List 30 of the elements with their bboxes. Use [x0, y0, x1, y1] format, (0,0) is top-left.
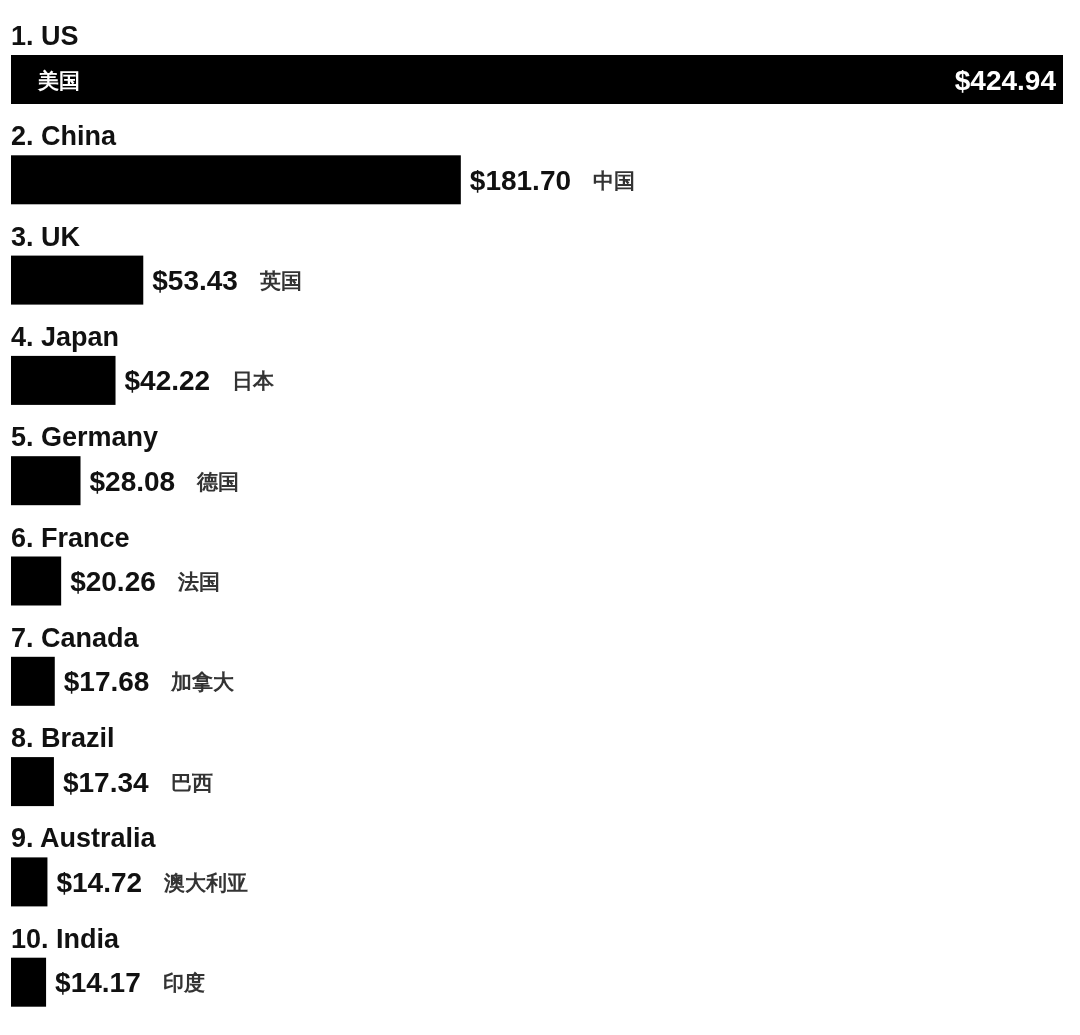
category-label: 9. Australia [11, 823, 156, 854]
annotation: 法国 [177, 570, 220, 593]
category-label: 7. Canada [11, 622, 139, 653]
annotation: 美国 [38, 68, 80, 92]
value-label: $14.72 [56, 866, 143, 898]
annotation: 德国 [197, 469, 240, 493]
value-label: $53.43 [152, 265, 238, 297]
category-label: 4. Japan [11, 321, 120, 352]
value-label: $424.94 [954, 64, 1056, 96]
category-label: 8. Brazil [11, 723, 115, 754]
annotation: 澳大利亚 [164, 870, 249, 894]
value-label: $17.34 [62, 766, 149, 798]
annotation: 巴西 [170, 770, 213, 794]
category-label: 10. India [11, 923, 120, 954]
annotation: 英国 [259, 269, 302, 293]
annotation: 加拿大 [171, 670, 235, 694]
category-label: 3. UK [11, 221, 81, 252]
value-label: $17.68 [63, 666, 150, 698]
category-label: 1. US [11, 21, 79, 51]
category-label: 2. China [11, 121, 117, 152]
value-label: $14.17 [55, 967, 141, 999]
annotation: 日本 [232, 369, 275, 393]
value-label: $42.22 [124, 365, 211, 397]
annotation: 中国 [593, 168, 636, 192]
category-label: 5. Germany [11, 422, 159, 453]
value-label: $181.70 [469, 164, 572, 196]
category-label: 6. France [11, 522, 130, 553]
value-label: $28.08 [89, 465, 176, 497]
value-label: $20.26 [70, 566, 156, 597]
annotation: 印度 [162, 971, 205, 995]
